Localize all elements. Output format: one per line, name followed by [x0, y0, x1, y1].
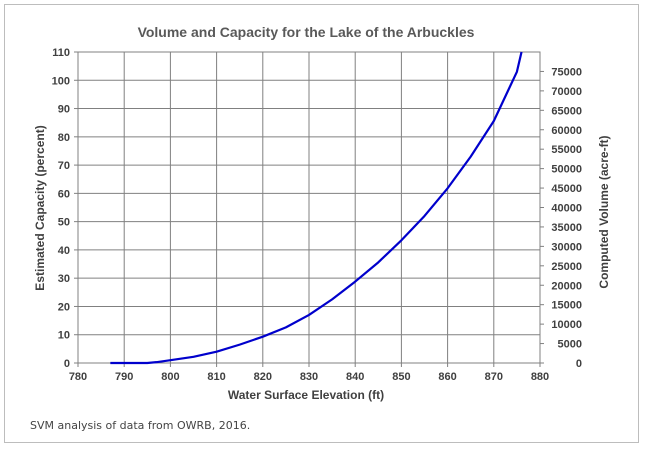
- y-tick-label: 20: [58, 301, 70, 313]
- x-tick-label: 810: [207, 371, 225, 383]
- y2-tick-label: 70000: [551, 86, 582, 98]
- x-tick-label: 840: [346, 371, 364, 383]
- y2-axis-label: Computed Volume (acre-ft): [597, 135, 611, 288]
- y2-tick-label: 10000: [551, 319, 582, 331]
- y2-tick-label: 30000: [551, 241, 582, 253]
- x-tick-label: 820: [254, 371, 272, 383]
- x-tick-label: 860: [438, 371, 456, 383]
- x-tick-label: 880: [531, 371, 549, 383]
- y2-tick-label: 25000: [551, 261, 582, 273]
- series-group: [110, 51, 523, 365]
- x-tick-label: 830: [300, 371, 318, 383]
- x-axis-ticks: 780 790 800 810 820 830 840 850 860 870 880: [69, 363, 549, 383]
- capacity-curve: [110, 51, 523, 365]
- y-tick-label: 110: [52, 47, 70, 59]
- y-tick-label: 0: [64, 358, 70, 370]
- y2-tick-label: 65000: [551, 105, 582, 117]
- y2-tick-label: 5000: [558, 339, 582, 351]
- y2-tick-label: 60000: [551, 125, 582, 137]
- y-axis-label: Estimated Capacity (percent): [33, 125, 47, 290]
- y2-tick-label: 35000: [551, 222, 582, 234]
- y-tick-label: 100: [52, 75, 70, 87]
- y2-axis-ticks: 0 5000 10000 15000 20000 25000 30000 35000 40000…: [540, 66, 582, 370]
- y-tick-label: 30: [58, 273, 70, 285]
- y-tick-label: 90: [58, 104, 70, 116]
- grid: [77, 51, 541, 364]
- x-tick-label: 800: [161, 371, 179, 383]
- y-axis-ticks: 0 10 20 30 40 50 60 70 80 90 100 110: [52, 47, 78, 370]
- y-tick-label: 50: [58, 217, 70, 229]
- source-note: SVM analysis of data from OWRB, 2016.: [30, 419, 251, 432]
- y2-tick-label: 50000: [551, 164, 582, 176]
- y2-tick-label: 40000: [551, 203, 582, 215]
- chart-title: Volume and Capacity for the Lake of the …: [138, 24, 475, 40]
- y-tick-label: 10: [58, 330, 70, 342]
- x-tick-label: 870: [485, 371, 503, 383]
- y-tick-label: 40: [58, 245, 70, 257]
- y2-tick-label: 15000: [551, 300, 582, 312]
- y2-tick-label: 75000: [551, 66, 582, 78]
- y2-tick-label: 20000: [551, 280, 582, 292]
- x-tick-label: 850: [392, 371, 410, 383]
- y-tick-label: 70: [58, 160, 70, 172]
- y-tick-label: 60: [58, 188, 70, 200]
- y2-tick-label: 55000: [551, 144, 582, 156]
- chart-frame: [4, 4, 639, 443]
- y-tick-label: 80: [58, 132, 70, 144]
- x-tick-label: 790: [115, 371, 133, 383]
- y2-tick-label: 45000: [551, 183, 582, 195]
- x-axis-label: Water Surface Elevation (ft): [228, 388, 384, 402]
- y2-tick-label: 0: [576, 358, 582, 370]
- x-tick-label: 780: [69, 371, 87, 383]
